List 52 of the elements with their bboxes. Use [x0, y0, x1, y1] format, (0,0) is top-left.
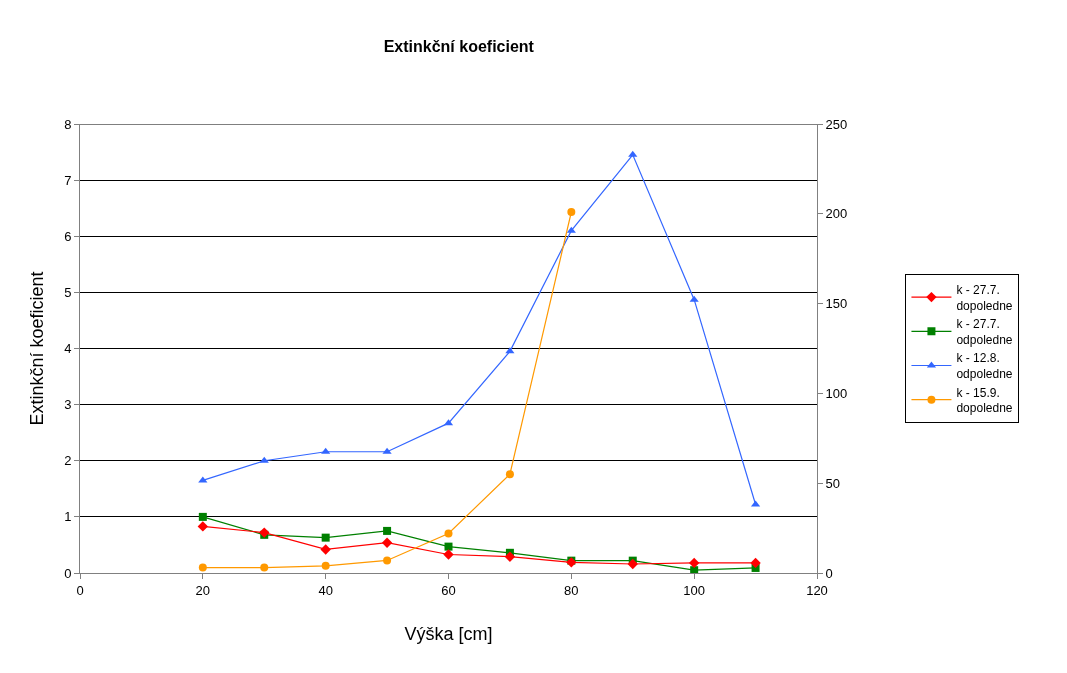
point: [383, 556, 392, 565]
x-tick-label: 60: [441, 582, 456, 598]
y2-tick-label: 200: [825, 206, 848, 222]
point: [689, 295, 699, 302]
point: [628, 150, 638, 157]
x-axis-title: Výška [cm]: [404, 623, 493, 644]
y-tick-label: 2: [64, 453, 72, 469]
point: [567, 208, 576, 216]
point: [627, 558, 638, 570]
y-tick-label: 0: [64, 565, 72, 581]
point: [382, 447, 392, 454]
x-tick-label: 120: [806, 582, 828, 598]
y-tick-label: 7: [64, 172, 72, 188]
point: [443, 549, 454, 560]
point: [320, 544, 331, 555]
x-tick-label: 80: [564, 582, 579, 598]
y-tick-label: 1: [64, 509, 72, 525]
y-tick-label: 8: [64, 116, 72, 132]
point: [321, 561, 330, 570]
x-tick-label: 100: [683, 582, 706, 598]
point: [197, 521, 209, 532]
y-tick-label: 6: [64, 228, 72, 244]
point: [381, 537, 393, 548]
x-tick-label: 40: [318, 582, 333, 598]
y-tick-label: 5: [64, 284, 72, 300]
point: [688, 557, 700, 569]
chart-title: Extinkční koeficient: [383, 37, 535, 55]
x-tick-label: 20: [195, 582, 211, 598]
y-tick-label: 4: [64, 341, 72, 357]
point: [321, 533, 330, 542]
point: [198, 512, 207, 521]
point: [690, 566, 699, 573]
y2-tick-label: 150: [825, 296, 848, 312]
y2-tick-label: 50: [825, 475, 841, 491]
point: [444, 529, 453, 538]
point: [444, 542, 453, 551]
legend-label: k - 15.9. dopoledne: [956, 385, 1013, 416]
point: [504, 551, 516, 562]
point: [383, 526, 392, 535]
x-tick-label: 0: [76, 582, 84, 598]
point: [566, 226, 576, 233]
point: [750, 557, 761, 569]
point: [259, 456, 269, 463]
point: [505, 470, 514, 479]
y-tick-label: 3: [64, 397, 72, 413]
point: [321, 447, 331, 454]
point: [260, 563, 269, 572]
y2-tick-label: 250: [825, 116, 848, 132]
y2-tick-label: 100: [825, 385, 848, 401]
y-axis-title: Extinkční koeficient: [27, 271, 48, 426]
point: [198, 563, 207, 572]
y2-tick-label: 0: [825, 565, 833, 581]
